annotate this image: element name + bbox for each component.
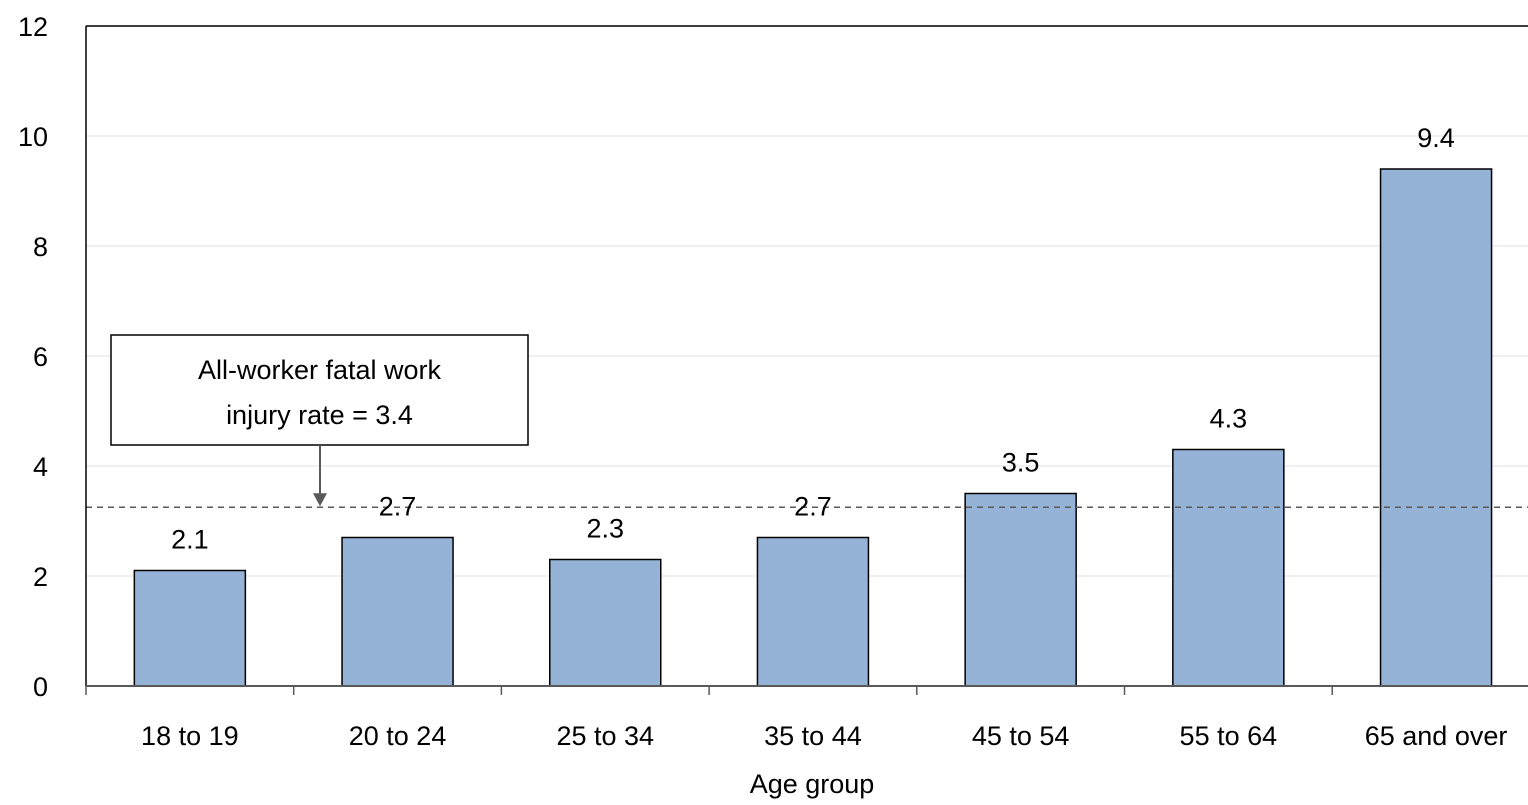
y-tick-label-6: 12 bbox=[18, 12, 48, 42]
bar-3 bbox=[756, 536, 870, 687]
bar-5 bbox=[1172, 448, 1285, 687]
y-tick-label-0: 0 bbox=[33, 672, 48, 702]
value-label-6: 9.4 bbox=[1417, 123, 1455, 153]
bar-0 bbox=[133, 569, 247, 687]
annotation-box bbox=[110, 334, 529, 446]
value-label-0: 2.1 bbox=[171, 525, 209, 555]
category-label-3: 35 to 44 bbox=[764, 721, 862, 751]
annotation-arrow-head bbox=[313, 493, 327, 507]
category-label-5: 55 to 64 bbox=[1180, 721, 1278, 751]
bar-2 bbox=[549, 558, 662, 687]
category-label-6: 65 and over bbox=[1365, 721, 1508, 751]
axes bbox=[85, 25, 1528, 695]
y-tick-label-4: 8 bbox=[33, 232, 48, 262]
y-tick-label-2: 4 bbox=[33, 452, 48, 482]
value-label-4: 3.5 bbox=[1002, 448, 1040, 478]
value-label-3: 2.7 bbox=[794, 492, 832, 522]
category-label-1: 20 to 24 bbox=[349, 721, 447, 751]
category-label-2: 25 to 34 bbox=[556, 721, 654, 751]
bar-4 bbox=[964, 492, 1077, 687]
bars bbox=[133, 168, 1493, 687]
x-category-labels: 18 to 19 20 to 24 25 to 34 35 to 44 45 to 54… bbox=[141, 721, 1507, 751]
category-label-4: 45 to 54 bbox=[972, 721, 1070, 751]
value-label-5: 4.3 bbox=[1210, 404, 1248, 434]
value-labels: 2.1 2.7 2.3 2.7 3.5 4.3 9.4 bbox=[171, 123, 1455, 555]
category-label-0: 18 to 19 bbox=[141, 721, 239, 751]
y-tick-label-3: 6 bbox=[33, 342, 48, 372]
value-label-1: 2.7 bbox=[379, 492, 417, 522]
bar-1 bbox=[341, 536, 454, 687]
annotation-text-line-2: injury rate = 3.4 bbox=[226, 400, 413, 430]
y-tick-label-5: 10 bbox=[18, 122, 48, 152]
reference-annotation: All-worker fatal work injury rate = 3.4 bbox=[110, 334, 529, 507]
y-tick-label-1: 2 bbox=[33, 562, 48, 592]
annotation-text-line-1: All-worker fatal work bbox=[198, 355, 442, 385]
value-label-2: 2.3 bbox=[586, 514, 624, 544]
x-axis-title: Age group bbox=[750, 769, 875, 799]
y-tick-labels: 0 2 4 6 8 10 12 bbox=[18, 12, 48, 702]
bar-6 bbox=[1379, 168, 1493, 687]
